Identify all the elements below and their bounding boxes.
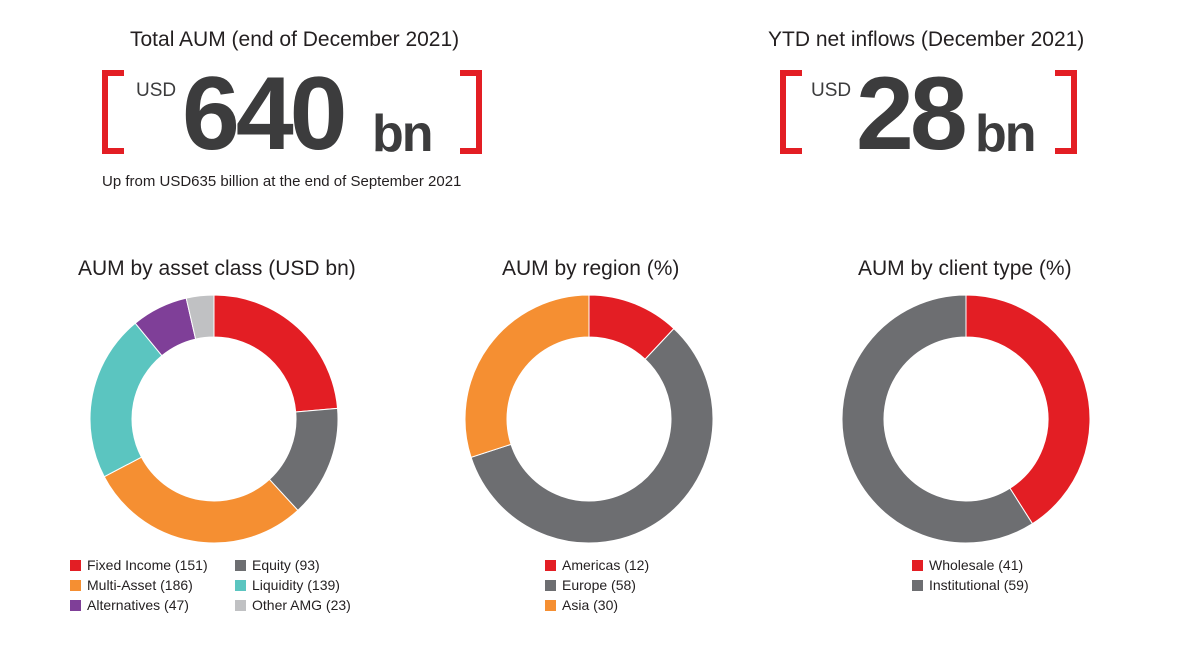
legend-label: Other AMG (23) bbox=[252, 597, 351, 613]
legend-item-europe: Europe (58) bbox=[545, 576, 636, 594]
legend-client-type: Wholesale (41) Institutional (59) bbox=[912, 556, 1112, 596]
legend-item-asia: Asia (30) bbox=[545, 596, 618, 614]
legend-swatch bbox=[545, 560, 556, 571]
chart-title: AUM by region (%) bbox=[502, 257, 680, 280]
legend-swatch bbox=[235, 600, 246, 611]
legend-item-multi-asset: Multi-Asset (186) bbox=[70, 576, 193, 594]
legend-swatch bbox=[545, 580, 556, 591]
legend-swatch bbox=[912, 580, 923, 591]
kpi-net-inflows-title: YTD net inflows (December 2021) bbox=[768, 28, 1085, 51]
legend-swatch bbox=[235, 580, 246, 591]
slice-institutional bbox=[841, 294, 1034, 544]
kpi-total-aum-title: Total AUM (end of December 2021) bbox=[130, 28, 460, 51]
right-bracket-icon bbox=[1055, 70, 1077, 154]
kpi-total-aum-suffix: bn bbox=[372, 105, 434, 163]
kpi-net-inflows-value: 28 bbox=[856, 56, 968, 172]
slice-other-amg bbox=[185, 294, 215, 340]
legend-item-alternatives: Alternatives (47) bbox=[70, 596, 189, 614]
legend-item-equity: Equity (93) bbox=[235, 556, 320, 574]
left-bracket-icon bbox=[780, 70, 802, 154]
legend-swatch bbox=[912, 560, 923, 571]
chart-title: AUM by asset class (USD bn) bbox=[78, 257, 356, 280]
legend-label: Alternatives (47) bbox=[87, 597, 189, 613]
legend-label: Americas (12) bbox=[562, 557, 650, 573]
legend-label: Institutional (59) bbox=[929, 577, 1029, 593]
legend-label: Equity (93) bbox=[252, 557, 320, 573]
legend-item-americas: Americas (12) bbox=[545, 556, 649, 574]
donut-chart-region bbox=[464, 294, 714, 544]
kpi-net-inflows-unit: USD bbox=[811, 80, 852, 101]
kpi-total-aum-note: Up from USD635 billion at the end of Sep… bbox=[102, 173, 462, 190]
legend-item-liquidity: Liquidity (139) bbox=[235, 576, 340, 594]
legend-item-other-amg: Other AMG (23) bbox=[235, 596, 351, 614]
kpi-total-aum-unit: USD bbox=[136, 80, 177, 101]
slice-fixed-income bbox=[213, 294, 339, 413]
slice-asia bbox=[464, 294, 590, 458]
legend-region: Americas (12) Europe (58) Asia (30) bbox=[545, 556, 745, 616]
slice-liquidity bbox=[89, 322, 163, 478]
legend-swatch bbox=[70, 580, 81, 591]
legend-label: Liquidity (139) bbox=[252, 577, 340, 593]
legend-label: Asia (30) bbox=[562, 597, 619, 613]
legend-label: Multi-Asset (186) bbox=[87, 577, 193, 593]
legend-asset-class: Fixed Income (151) Equity (93) Multi-Asset… bbox=[70, 556, 390, 616]
legend-label: Fixed Income (151) bbox=[87, 557, 208, 573]
legend-item-institutional: Institutional (59) bbox=[912, 576, 1029, 594]
legend-item-wholesale: Wholesale (41) bbox=[912, 556, 1023, 574]
legend-swatch bbox=[70, 560, 81, 571]
legend-label: Europe (58) bbox=[562, 577, 636, 593]
kpi-net-inflows-suffix: bn bbox=[975, 105, 1037, 163]
right-bracket-icon bbox=[460, 70, 482, 154]
donut-chart-client-type bbox=[841, 294, 1091, 544]
chart-title: AUM by client type (%) bbox=[858, 257, 1072, 280]
slice-europe bbox=[470, 327, 714, 544]
kpi-total-aum-value: 640 bbox=[182, 56, 348, 172]
legend-item-fixed-income: Fixed Income (151) bbox=[70, 556, 208, 574]
slice-wholesale bbox=[965, 294, 1091, 525]
slice-multi-asset bbox=[103, 456, 299, 544]
left-bracket-icon bbox=[102, 70, 124, 154]
legend-swatch bbox=[70, 600, 81, 611]
legend-swatch bbox=[545, 600, 556, 611]
legend-label: Wholesale (41) bbox=[929, 557, 1024, 573]
donut-chart-asset-class bbox=[89, 294, 339, 544]
legend-swatch bbox=[235, 560, 246, 571]
